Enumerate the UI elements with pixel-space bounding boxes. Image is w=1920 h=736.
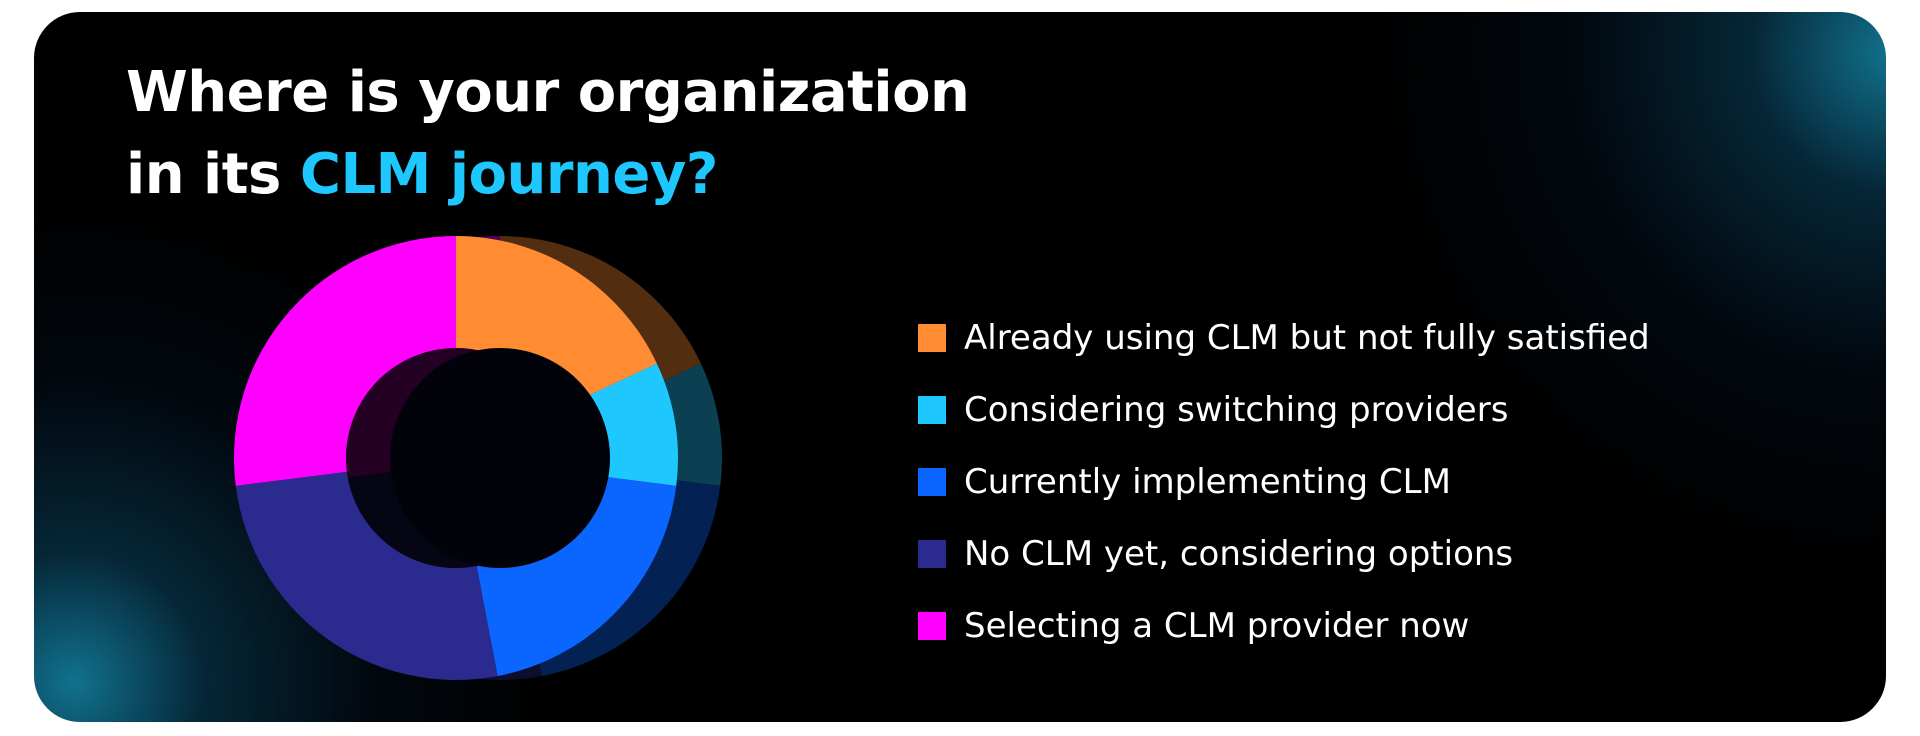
- legend-label: Currently implementing CLM: [964, 462, 1451, 502]
- chart-card: Where is your organization in its CLM jo…: [34, 12, 1886, 722]
- donut-slice[interactable]: Already using CLM but not fully satisfie…: [456, 236, 657, 412]
- legend-item: Selecting a CLM provider now: [918, 590, 1650, 662]
- chart-title: Where is your organization in its CLM jo…: [126, 52, 970, 216]
- legend-swatch: [918, 468, 946, 496]
- title-line-2-accent: CLM journey?: [299, 142, 719, 207]
- donut-slice[interactable]: No CLM yet, considering options: [235, 471, 498, 680]
- donut-chart: Already using CLM but not fully satisfie…: [234, 235, 722, 680]
- donut-slice[interactable]: Currently implementing CLM: [476, 471, 677, 677]
- legend-swatch: [918, 396, 946, 424]
- legend-swatch: [918, 540, 946, 568]
- chart-legend: Already using CLM but not fully satisfie…: [918, 302, 1650, 662]
- legend-item: No CLM yet, considering options: [918, 518, 1650, 590]
- legend-item: Currently implementing CLM: [918, 446, 1650, 518]
- legend-label: Considering switching providers: [964, 390, 1509, 430]
- legend-label: Already using CLM but not fully satisfie…: [964, 318, 1650, 358]
- legend-swatch: [918, 612, 946, 640]
- donut-hole: [390, 348, 610, 568]
- donut-slices: Already using CLM but not fully satisfie…: [234, 235, 678, 680]
- donut-slice[interactable]: Selecting a CLM provider now: [234, 235, 456, 486]
- legend-swatch: [918, 324, 946, 352]
- title-line-1: Where is your organization: [126, 60, 970, 125]
- legend-label: Selecting a CLM provider now: [964, 606, 1470, 646]
- legend-label: No CLM yet, considering options: [964, 534, 1514, 574]
- legend-item: Already using CLM but not fully satisfie…: [918, 302, 1650, 374]
- legend-item: Considering switching providers: [918, 374, 1650, 446]
- title-line-2-prefix: in its: [126, 142, 300, 207]
